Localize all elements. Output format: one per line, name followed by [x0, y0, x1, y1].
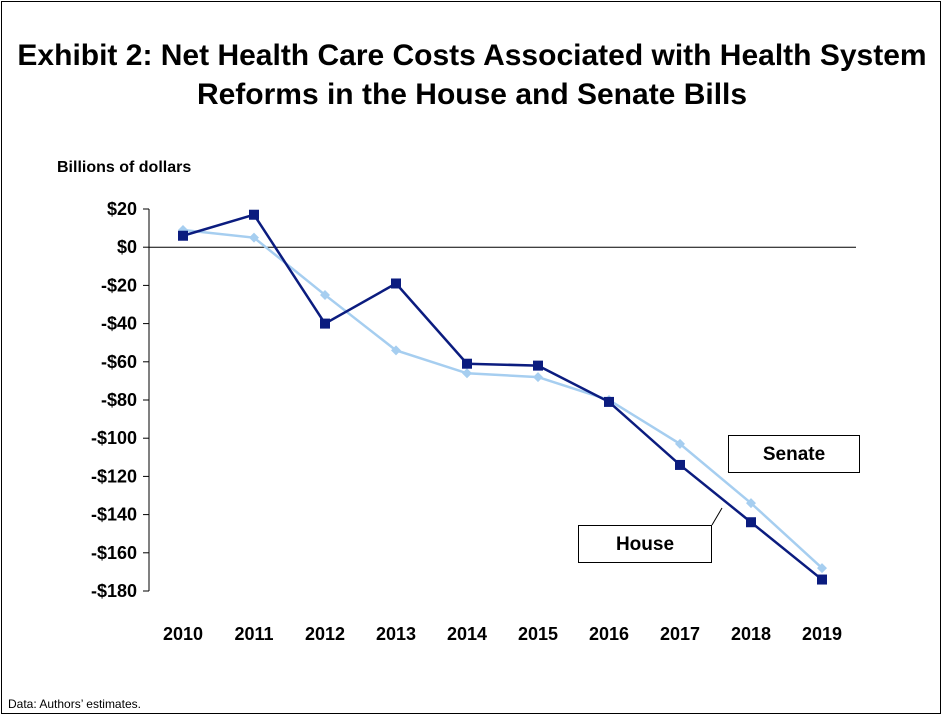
point-senate: [746, 498, 756, 509]
x-tick-label: 2018: [731, 624, 771, 644]
y-tick-label: $0: [117, 237, 137, 257]
legend-senate-label: Senate: [728, 435, 860, 473]
x-tick-label: 2017: [660, 624, 700, 644]
point-house: [533, 360, 543, 371]
point-house: [746, 517, 756, 528]
y-tick-label: -$140: [91, 505, 137, 525]
point-house: [249, 209, 259, 220]
point-senate: [391, 345, 401, 356]
chart-title: Exhibit 2: Net Health Care Costs Associa…: [17, 39, 927, 111]
footnote: Data: Authors’ estimates.: [8, 697, 141, 711]
y-tick-label: -$40: [101, 314, 137, 334]
point-senate: [320, 289, 330, 300]
x-tick-label: 2019: [802, 624, 842, 644]
y-tick-label: -$60: [101, 352, 137, 372]
point-house: [675, 459, 685, 470]
y-axis-label: Billions of dollars: [57, 159, 192, 176]
point-senate: [533, 372, 543, 383]
point-house: [178, 230, 188, 241]
x-tick-label: 2015: [518, 624, 558, 644]
y-tick-label: $20: [107, 199, 137, 219]
y-tick-label: -$100: [91, 428, 137, 448]
point-senate: [675, 438, 685, 449]
series-line-house: [182, 213, 823, 581]
x-tick-label: 2013: [376, 624, 416, 644]
point-senate: [462, 368, 472, 379]
y-tick-label: -$180: [91, 581, 137, 601]
y-tick-label: -$120: [91, 466, 137, 486]
point-house: [391, 278, 401, 289]
point-house: [462, 358, 472, 369]
y-tick-label: -$20: [101, 275, 137, 295]
point-senate: [249, 232, 259, 243]
series-line-senate: [182, 228, 823, 570]
x-tick-label: 2010: [163, 624, 203, 644]
point-house: [320, 318, 330, 329]
point-senate: [817, 563, 827, 574]
x-tick-label: 2011: [234, 624, 273, 644]
point-house: [604, 396, 614, 407]
x-tick-label: 2012: [305, 624, 345, 644]
legend-house-label: House: [578, 525, 712, 563]
point-house: [817, 574, 827, 585]
house-leader-line: [711, 507, 723, 526]
y-tick-label: -$80: [101, 390, 137, 410]
y-tick-label: -$160: [91, 543, 137, 563]
x-tick-label: 2016: [589, 624, 629, 644]
x-tick-label: 2014: [447, 624, 487, 644]
